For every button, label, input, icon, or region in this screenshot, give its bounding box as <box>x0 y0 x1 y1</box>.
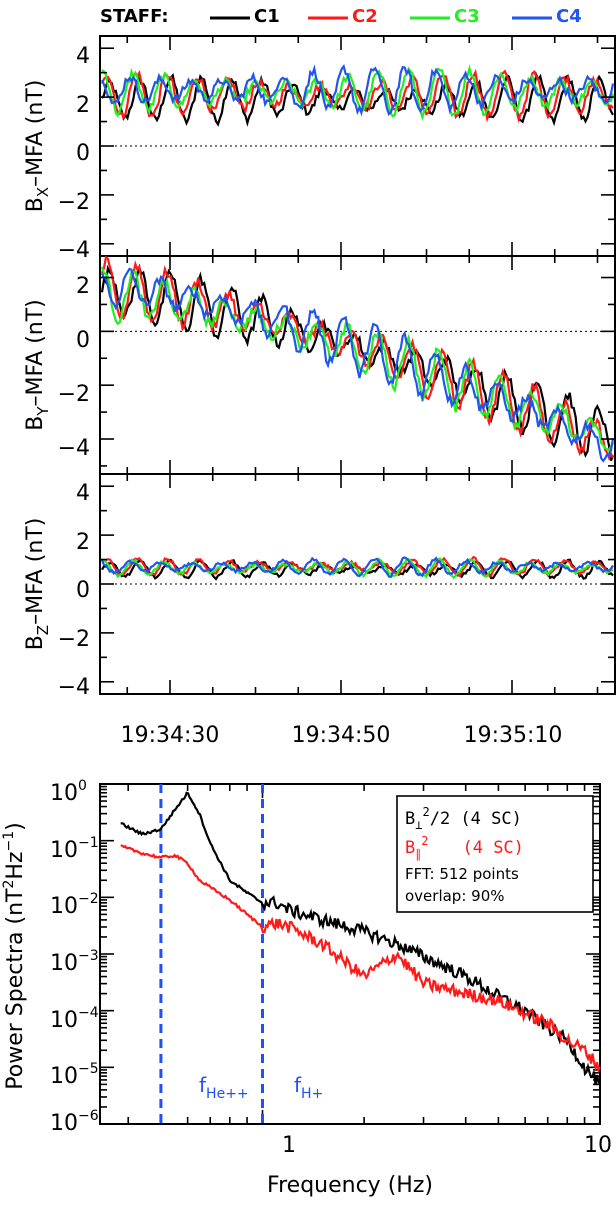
series-c4 <box>100 556 614 579</box>
legend-prefix: STAFF: <box>100 6 169 27</box>
panel-bx: 4 2 0 −2 −4 BX–MFA (nT) <box>23 35 616 263</box>
spec-xtick-1: 1 <box>282 1133 296 1158</box>
series-c3 <box>100 266 614 452</box>
series-c2 <box>100 68 614 124</box>
spec-ylabel: Power Spectra (nT2Hz−1) <box>1 822 28 1089</box>
legend: STAFF: C1 C2 C3 C4 <box>100 6 582 27</box>
panel-bz-ytick-2: 2 <box>76 530 90 555</box>
panel-bz-ticks <box>100 474 615 694</box>
spectrum-markers <box>159 784 265 1124</box>
panel-spectrum: 100 10−1 10−2 10−3 10−4 10−5 10−6 1 10 F… <box>1 778 612 1198</box>
panel-bz-ytick-0: 0 <box>76 578 90 603</box>
legend-label-c1: C1 <box>254 6 280 27</box>
marker-label-fhe: fHe++ <box>199 1073 249 1102</box>
legend-label-c4: C4 <box>556 6 582 27</box>
marker-label-fh: fH+ <box>294 1073 323 1102</box>
panel-bx-series <box>100 63 615 147</box>
info-box-frame <box>396 795 594 913</box>
legend-label-c2: C2 <box>352 6 378 27</box>
info-line-fft: FFT: 512 points <box>405 865 519 883</box>
spec-ytick-2: 10−2 <box>50 891 99 919</box>
info-line-overlap: overlap: 90% <box>405 887 505 905</box>
panel-bx-ytick-4: 4 <box>76 44 90 69</box>
time-tick-1: 19:34:30 <box>121 723 220 748</box>
series-c2 <box>100 255 614 461</box>
panel-bz-ytick-4: 4 <box>76 481 90 506</box>
legend-label-c3: C3 <box>454 6 480 27</box>
panel-by-ytick-m4: −4 <box>58 436 90 461</box>
spec-ytick-3: 10−3 <box>50 948 99 976</box>
panel-bz-frame <box>99 473 616 695</box>
panel-by: 2 0 −2 −4 BY–MFA (nT) <box>23 255 616 475</box>
panel-by-ytick-2: 2 <box>76 274 90 299</box>
info-line-par: B∥2 (4 SC) <box>405 834 524 861</box>
panel-bx-ytick-m4: −4 <box>58 238 90 263</box>
panel-by-ytick-m2: −2 <box>58 382 90 407</box>
spectrum-series-0 <box>120 791 601 1086</box>
series-c1 <box>101 71 614 127</box>
panel-by-ticks <box>100 256 615 474</box>
spec-ytick-4: 10−4 <box>50 1005 99 1033</box>
spectrum-info-box: B⊥2/2 (4 SC) B∥2 (4 SC) FFT: 512 points o… <box>396 795 594 913</box>
panel-bz-ytick-m4: −4 <box>58 675 90 700</box>
time-tick-3: 19:35:10 <box>464 723 563 748</box>
panel-bx-ylabel: BX–MFA (nT) <box>23 80 52 213</box>
panel-bx-ytick-m2: −2 <box>58 190 90 215</box>
time-axis-labels: 19:34:30 19:34:50 19:35:10 <box>121 723 563 748</box>
panel-bz: 4 2 0 −2 −4 BZ–MFA (nT) <box>23 473 616 700</box>
info-line-perp: B⊥2/2 (4 SC) <box>405 805 522 832</box>
spec-xlabel: Frequency (Hz) <box>267 1173 433 1198</box>
panel-bx-ytick-0: 0 <box>76 141 90 166</box>
spec-ytick-1: 10−1 <box>50 835 99 863</box>
time-tick-2: 19:34:50 <box>292 723 391 748</box>
panel-bx-frame <box>99 35 616 257</box>
panel-bx-ytick-2: 2 <box>76 93 90 118</box>
panel-by-ylabel: BY–MFA (nT) <box>23 299 52 430</box>
series-c4 <box>100 267 615 463</box>
panel-bz-ytick-m2: −2 <box>58 627 90 652</box>
panel-bx-ticks <box>100 36 615 256</box>
spec-ytick-5: 10−5 <box>50 1061 99 1089</box>
spectrum-ytick-labels: 100 10−1 10−2 10−3 10−4 10−5 10−6 <box>50 778 99 1136</box>
spec-ytick-6: 10−6 <box>50 1108 99 1136</box>
panel-by-series <box>100 255 615 463</box>
series-c4 <box>100 63 615 117</box>
panel-bz-ylabel: BZ–MFA (nT) <box>23 518 52 651</box>
spectrum-series <box>120 791 601 1086</box>
spec-xtick-10: 10 <box>584 1133 612 1158</box>
panel-by-ytick-0: 0 <box>76 328 90 353</box>
spec-ytick-0: 100 <box>50 778 87 806</box>
panel-bz-series <box>100 555 615 585</box>
spectrum-series-1 <box>120 844 601 1074</box>
